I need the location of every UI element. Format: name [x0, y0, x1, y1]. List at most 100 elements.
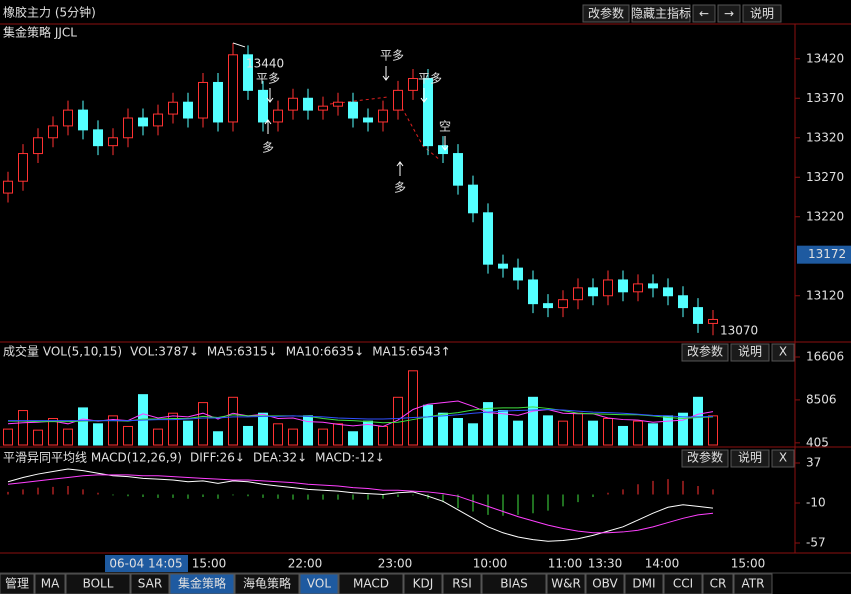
signal-label: 多 [262, 141, 274, 155]
tab-label[interactable]: OBV [592, 577, 618, 591]
candle-body [183, 101, 193, 119]
button[interactable] [717, 4, 741, 23]
time-label: 15:00 [192, 557, 227, 571]
button-label[interactable]: X [779, 345, 787, 359]
tab-label[interactable]: 海龟策略 [243, 576, 291, 591]
title: 橡胶主力 (5分钟) [3, 5, 96, 20]
candle-body [243, 54, 253, 91]
volume-bar [363, 420, 373, 446]
tab-label[interactable]: BOLL [83, 577, 114, 591]
tab[interactable] [663, 573, 703, 594]
candle-body [483, 212, 493, 265]
candle-body [123, 117, 133, 139]
volume-bar [483, 402, 493, 446]
candle-body [648, 283, 658, 289]
tab[interactable] [624, 573, 664, 594]
candle-body [138, 117, 148, 127]
tab[interactable] [338, 573, 404, 594]
button-label[interactable]: ← [699, 7, 709, 21]
tab[interactable] [585, 573, 625, 594]
y-tick-label: 13270 [806, 170, 844, 184]
button[interactable] [742, 4, 782, 23]
tab-label[interactable]: DMI [632, 577, 655, 591]
volume-bar [633, 420, 643, 446]
button-label[interactable]: → [724, 7, 734, 21]
indicator-label: MA5:6315↓ [207, 345, 278, 359]
candle-body [708, 318, 718, 324]
tab-label[interactable]: W&R [551, 577, 581, 591]
tab-label[interactable]: VOL [307, 577, 331, 591]
candle-body [213, 81, 223, 123]
button-label[interactable]: 改参数 [687, 344, 723, 359]
button[interactable] [730, 343, 770, 362]
signal-label: 平多 [256, 72, 280, 86]
tab-label[interactable]: RSI [452, 577, 472, 591]
button[interactable] [692, 4, 716, 23]
button-label[interactable]: 说明 [738, 344, 762, 359]
volume-bar [528, 396, 538, 446]
tab-label[interactable]: SAR [138, 577, 162, 591]
volume-bar [168, 412, 178, 446]
candle-body [78, 109, 88, 131]
volume-bar [213, 431, 223, 446]
button[interactable] [631, 4, 691, 23]
tab-label[interactable]: CCI [673, 577, 693, 591]
y-tick-label: -57 [806, 536, 826, 550]
button[interactable] [730, 449, 770, 468]
candle-body [393, 89, 403, 111]
ma15-line [8, 408, 714, 422]
tab[interactable] [130, 573, 170, 594]
button-label[interactable]: 说明 [738, 450, 762, 465]
y-tick-label: 13370 [806, 91, 844, 105]
button-label[interactable]: 改参数 [687, 450, 723, 465]
volume-bar [18, 410, 28, 446]
tab-label[interactable]: KDJ [413, 577, 434, 591]
tab-label[interactable]: ATR [742, 577, 765, 591]
y-tick-label: 8506 [806, 392, 837, 406]
tab-label[interactable]: MA [41, 577, 60, 591]
tab-label[interactable]: 集金策略 [178, 576, 226, 591]
volume-bar [663, 415, 673, 446]
volume-bar [243, 425, 253, 446]
indicator-label: DEA:32↓ [253, 451, 307, 465]
tab-label[interactable]: BIAS [500, 577, 528, 591]
button[interactable] [582, 4, 630, 23]
volume-bar [303, 415, 313, 446]
tab[interactable] [169, 573, 235, 594]
volume-bar [438, 412, 448, 446]
tab[interactable] [403, 573, 443, 594]
tab-label[interactable]: CR [710, 577, 727, 591]
button[interactable] [681, 449, 729, 468]
volume-bar [63, 428, 73, 446]
tab[interactable] [546, 573, 586, 594]
indicator-label: MA10:6635↓ [286, 345, 364, 359]
button-label[interactable]: X [779, 451, 787, 465]
button[interactable] [771, 343, 795, 362]
tab[interactable] [702, 573, 734, 594]
candle-body [63, 109, 73, 127]
button-label[interactable]: 改参数 [588, 6, 624, 21]
candle-body [498, 263, 508, 269]
signal-line [329, 96, 389, 105]
high-label: 13440 [246, 57, 284, 71]
button[interactable] [681, 343, 729, 362]
signal-arrow [382, 66, 390, 81]
button-label[interactable]: 隐藏主指标 [631, 6, 691, 21]
tab[interactable] [299, 573, 339, 594]
tab-label[interactable]: 管理 [5, 576, 29, 591]
tab[interactable] [234, 573, 300, 594]
button-label[interactable]: 说明 [750, 6, 774, 21]
tab-label[interactable]: MACD [353, 577, 389, 591]
low-label: 13070 [720, 324, 758, 338]
candle-body [228, 54, 238, 123]
tab[interactable] [481, 573, 547, 594]
volume-bar [588, 420, 598, 446]
tab[interactable] [442, 573, 482, 594]
candle-body [363, 117, 373, 123]
tab[interactable] [0, 573, 35, 594]
button[interactable] [771, 449, 795, 468]
tab[interactable] [65, 573, 131, 594]
tab[interactable] [733, 573, 773, 594]
tab[interactable] [34, 573, 66, 594]
candle-body [93, 129, 103, 147]
